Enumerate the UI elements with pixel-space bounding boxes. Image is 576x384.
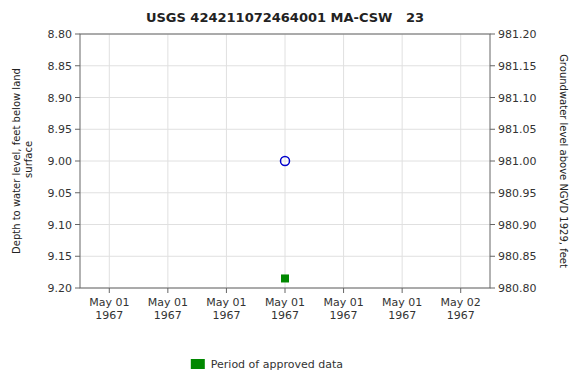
text-line: 1967	[154, 309, 182, 322]
tick-label: 8.90	[48, 92, 73, 105]
tick	[490, 256, 495, 257]
tick	[490, 161, 495, 162]
tick-label: 980.95	[498, 187, 537, 200]
tick-label: 8.95	[48, 123, 73, 136]
tick	[490, 97, 495, 98]
tick-label: 981.05	[498, 123, 537, 136]
tick-label: May 011967	[89, 296, 129, 322]
tick	[75, 129, 80, 130]
tick-label: 980.85	[498, 250, 537, 263]
tick-label: 8.80	[48, 28, 73, 41]
tick	[167, 288, 168, 293]
tick	[75, 288, 80, 289]
tick-label: 980.80	[498, 282, 537, 295]
tick-label: May 011967	[148, 296, 188, 322]
grid-line	[402, 34, 403, 288]
point	[281, 157, 290, 166]
tick	[75, 224, 80, 225]
text-line: 1967	[271, 309, 299, 322]
tick	[490, 129, 495, 130]
tick-label: May 011967	[323, 296, 363, 322]
text-line: May 01	[148, 296, 188, 309]
grid-line	[109, 34, 110, 288]
grid-line	[285, 34, 286, 288]
grid-line	[226, 34, 227, 288]
text-line: 1967	[388, 309, 416, 322]
tick	[490, 34, 495, 35]
marks	[281, 157, 290, 282]
point	[282, 275, 289, 282]
text-line: Depth to water level, feet below land	[11, 68, 22, 254]
y-axis: 8.80 8.85 8.90 8.95 9.00 9.05 9.10 9.15 9.20	[48, 28, 81, 295]
tick	[226, 288, 227, 293]
x-axis: May 011967May 011967May 011967May 011967…	[89, 288, 481, 322]
text-line: 1967	[330, 309, 358, 322]
text-line: May 01	[89, 296, 129, 309]
text-line: May 01	[382, 296, 422, 309]
tick-label: May 011967	[206, 296, 246, 322]
tick-label: 9.05	[48, 187, 73, 200]
tick	[460, 288, 461, 293]
tick	[490, 224, 495, 225]
tick	[490, 192, 495, 193]
chart: 8.80 8.85 8.90 8.95 9.00 9.05 9.10 9.15 9.20 981.…	[0, 0, 576, 384]
title: USGS 424211072464001 MA-CSW 23	[146, 10, 424, 25]
grid-line	[167, 34, 168, 288]
tick	[343, 288, 344, 293]
tick-label: 9.20	[48, 282, 73, 295]
tick-label: 980.90	[498, 219, 537, 232]
text-line: May 01	[323, 296, 363, 309]
plot-frame	[80, 34, 490, 288]
tick-label: 981.20	[498, 28, 537, 41]
tick	[490, 65, 495, 66]
tick-label: 981.15	[498, 60, 537, 73]
tick	[402, 288, 403, 293]
text-line: May 01	[265, 296, 305, 309]
axis-label: Groundwater level above NGVD 1929, feet	[558, 54, 569, 268]
grid	[80, 34, 490, 288]
legend: Period of approved data	[191, 358, 343, 371]
tick	[75, 34, 80, 35]
grid-line	[343, 34, 344, 288]
plot-area	[80, 34, 490, 288]
text-line: 1967	[212, 309, 240, 322]
text-line: May 01	[206, 296, 246, 309]
grid-line	[460, 34, 461, 288]
legend-label: Period of approved data	[211, 358, 343, 371]
tick-label: 981.00	[498, 155, 537, 168]
text-line: surface	[23, 141, 34, 181]
tick	[109, 288, 110, 293]
tick-label: 9.10	[48, 219, 73, 232]
tick-label: 9.15	[48, 250, 73, 263]
tick	[75, 161, 80, 162]
text-line: May 02	[441, 296, 481, 309]
tick-label: 9.00	[48, 155, 73, 168]
legend-swatch	[191, 359, 205, 369]
tick	[75, 65, 80, 66]
y2-axis: 981.20 981.15 981.10 981.05 981.00 980.95 980.…	[490, 28, 537, 295]
tick-label: May 011967	[382, 296, 422, 322]
tick	[490, 288, 495, 289]
tick	[285, 288, 286, 293]
tick-label: 8.85	[48, 60, 73, 73]
text-line: 1967	[95, 309, 123, 322]
axis-label: Depth to water level, feet below land su…	[11, 68, 34, 254]
tick	[75, 97, 80, 98]
tick	[75, 192, 80, 193]
tick	[75, 256, 80, 257]
tick-label: May 011967	[265, 296, 305, 322]
text-line: 1967	[447, 309, 475, 322]
tick-label: 981.10	[498, 92, 537, 105]
tick-label: May 021967	[441, 296, 481, 322]
